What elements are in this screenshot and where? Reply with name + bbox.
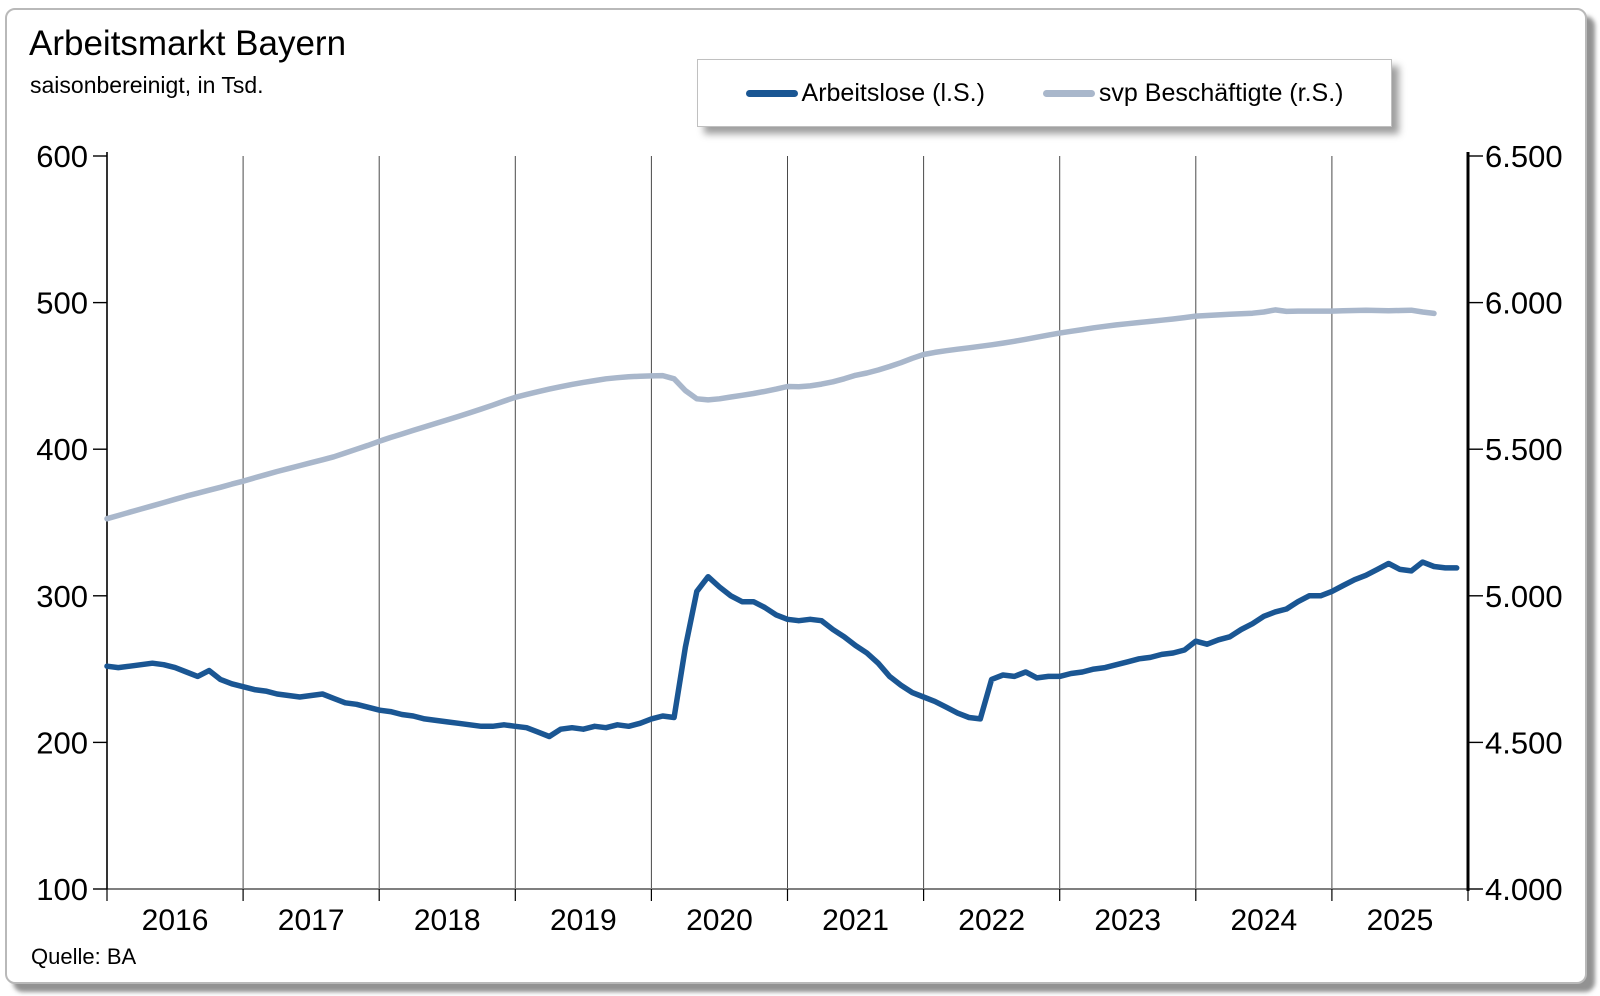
x-tick-label: 2022 bbox=[958, 904, 1025, 937]
chart-panel: Arbeitsmarkt Bayern saisonbereinigt, in … bbox=[5, 8, 1587, 984]
right-tick-label: 6.000 bbox=[1485, 286, 1563, 321]
legend-label: Arbeitslose (l.S.) bbox=[801, 78, 985, 107]
left-tick-label: 300 bbox=[36, 579, 88, 614]
x-tick-label: 2024 bbox=[1230, 904, 1297, 937]
legend-line-swatch-blue bbox=[745, 89, 798, 97]
x-tick-label: 2019 bbox=[550, 904, 617, 937]
x-tick-label: 2017 bbox=[278, 904, 345, 937]
left-tick-label: 500 bbox=[36, 286, 88, 321]
x-tick-label: 2018 bbox=[414, 904, 481, 937]
right-tick-label: 5.500 bbox=[1485, 432, 1563, 467]
left-tick-label: 100 bbox=[36, 872, 88, 907]
right-tick-label: 4.500 bbox=[1485, 725, 1563, 760]
series-line-beschaeftigte bbox=[104, 307, 1437, 522]
page-title: Arbeitsmarkt Bayern bbox=[29, 24, 347, 63]
left-tick-label: 200 bbox=[36, 725, 88, 760]
x-tick-label: 2016 bbox=[142, 904, 209, 937]
chart-subtitle: saisonbereinigt, in Tsd. bbox=[30, 72, 264, 98]
series-line-arbeitslose bbox=[104, 559, 1460, 740]
legend-line-swatch-gray bbox=[1042, 89, 1095, 97]
right-tick-label: 5.000 bbox=[1485, 579, 1563, 614]
legend-item-arbeitslose: Arbeitslose (l.S.) bbox=[745, 78, 985, 108]
x-tick-label: 2025 bbox=[1367, 904, 1434, 937]
legend-label: svp Beschäftigte (r.S.) bbox=[1098, 78, 1344, 107]
left-tick-label: 600 bbox=[36, 139, 88, 174]
source-note: Quelle: BA bbox=[31, 944, 137, 969]
left-tick-label: 400 bbox=[36, 432, 88, 467]
right-tick-label: 6.500 bbox=[1485, 139, 1563, 174]
legend-box: Arbeitslose (l.S.) svp Beschäftigte (r.S… bbox=[697, 59, 1392, 127]
x-tick-label: 2021 bbox=[822, 904, 889, 937]
legend-item-beschaeftigte: svp Beschäftigte (r.S.) bbox=[1042, 78, 1344, 108]
x-tick-label: 2020 bbox=[686, 904, 753, 937]
x-tick-label: 2023 bbox=[1094, 904, 1161, 937]
right-tick-label: 4.000 bbox=[1485, 872, 1563, 907]
